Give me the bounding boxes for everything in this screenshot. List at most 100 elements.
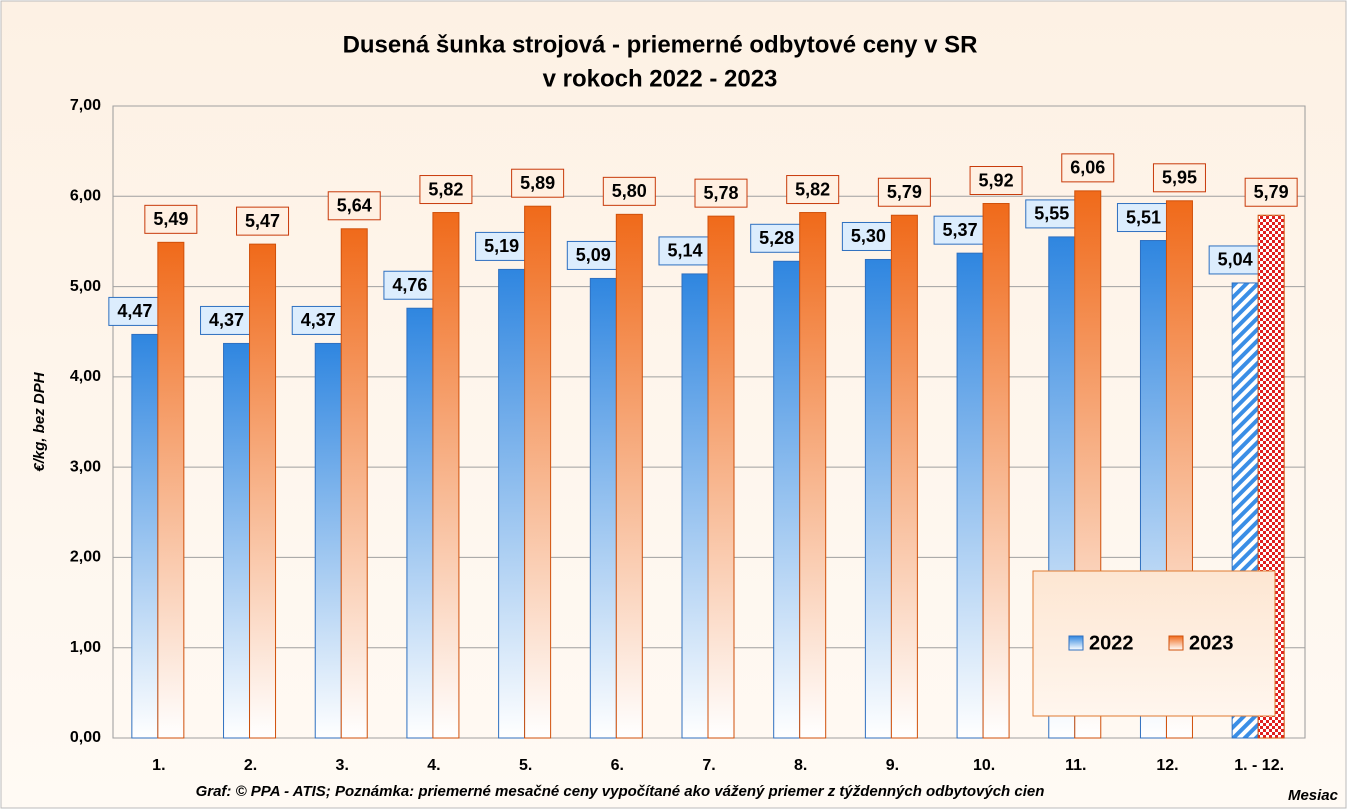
y-tick-label: 5,00 bbox=[70, 278, 101, 295]
value-label-box bbox=[877, 177, 931, 207]
bar bbox=[249, 243, 277, 739]
note: Graf: © PPA - ATIS; Poznámka: priemerné … bbox=[196, 783, 1045, 800]
value-label-box bbox=[475, 231, 529, 261]
value-label: 4,37 bbox=[301, 310, 336, 330]
value-label: 5,51 bbox=[1126, 207, 1161, 227]
y-tick-label: 2,00 bbox=[70, 549, 101, 566]
value-label: 5,95 bbox=[1162, 168, 1197, 188]
value-label: 5,79 bbox=[1254, 182, 1289, 202]
value-label: 5,80 bbox=[612, 181, 647, 201]
bar bbox=[681, 273, 709, 739]
y-tick-label: 7,00 bbox=[70, 97, 101, 114]
y-tick-label: 4,00 bbox=[70, 368, 101, 385]
value-label: 4,37 bbox=[209, 310, 244, 330]
value-label-box bbox=[236, 206, 290, 236]
value-label-box bbox=[108, 296, 162, 326]
x-tick-label: 12. bbox=[1156, 757, 1178, 774]
x-tick-label: 2. bbox=[244, 757, 257, 774]
chart-title: Dusená šunka strojová - priemerné odbyto… bbox=[343, 31, 978, 58]
bar bbox=[890, 214, 918, 739]
bar bbox=[864, 258, 892, 739]
value-label: 5,30 bbox=[851, 226, 886, 246]
value-label: 5,37 bbox=[943, 220, 978, 240]
x-tick-label: 8. bbox=[794, 757, 807, 774]
bar bbox=[589, 277, 617, 739]
legend-swatch bbox=[1068, 635, 1084, 651]
value-label-box bbox=[1244, 177, 1298, 207]
bar bbox=[498, 268, 526, 739]
x-tick-label: 1. bbox=[152, 757, 165, 774]
value-label-box bbox=[602, 176, 656, 206]
legend-swatch bbox=[1168, 635, 1184, 651]
x-axis-label: Mesiac bbox=[1288, 787, 1339, 804]
bar bbox=[432, 212, 460, 739]
value-label-box bbox=[291, 305, 345, 335]
value-label: 6,06 bbox=[1070, 158, 1105, 178]
value-label-box bbox=[841, 221, 895, 251]
legend-label: 2022 bbox=[1089, 632, 1134, 654]
x-tick-label: 3. bbox=[336, 757, 349, 774]
value-label: 5,47 bbox=[245, 211, 280, 231]
x-tick-label: 4. bbox=[427, 757, 440, 774]
x-tick-label: 11. bbox=[1065, 757, 1086, 774]
value-label-box bbox=[419, 175, 473, 205]
value-label: 5,14 bbox=[667, 241, 702, 261]
chart-title: v rokoch 2022 - 2023 bbox=[543, 65, 778, 92]
bar bbox=[615, 213, 643, 739]
value-label: 5,79 bbox=[887, 182, 922, 202]
value-label-box bbox=[1061, 153, 1115, 183]
bar bbox=[956, 252, 984, 739]
bar bbox=[157, 241, 185, 739]
value-label-box bbox=[511, 168, 565, 198]
value-label: 5,09 bbox=[576, 245, 611, 265]
y-tick-label: 0,00 bbox=[70, 729, 101, 746]
value-label-box bbox=[144, 204, 198, 234]
x-tick-label: 7. bbox=[702, 757, 715, 774]
value-label: 5,04 bbox=[1218, 250, 1253, 270]
value-label-box bbox=[566, 240, 620, 270]
value-label: 5,19 bbox=[484, 236, 519, 256]
value-label-box bbox=[1116, 203, 1170, 233]
y-axis-label: €/kg, bez DPH bbox=[31, 371, 48, 471]
value-label-box bbox=[969, 166, 1023, 196]
bar bbox=[314, 342, 342, 739]
value-label: 5,92 bbox=[979, 170, 1014, 190]
y-tick-label: 6,00 bbox=[70, 188, 101, 205]
value-label-box bbox=[383, 270, 437, 300]
y-tick-label: 3,00 bbox=[70, 458, 101, 475]
y-tick-label: 1,00 bbox=[70, 639, 101, 656]
value-label: 5,49 bbox=[153, 209, 188, 229]
value-label-box bbox=[1025, 199, 1079, 229]
bar bbox=[773, 260, 801, 739]
value-label-box bbox=[1208, 245, 1262, 275]
bar bbox=[524, 205, 552, 739]
value-label: 5,55 bbox=[1034, 204, 1069, 224]
value-label: 5,82 bbox=[428, 179, 463, 199]
bar bbox=[340, 228, 368, 739]
bar bbox=[131, 333, 159, 739]
value-label-box bbox=[786, 175, 840, 205]
bar bbox=[799, 212, 827, 739]
value-label: 5,89 bbox=[520, 173, 555, 193]
value-label: 5,28 bbox=[759, 228, 794, 248]
x-tick-label: 9. bbox=[886, 757, 899, 774]
bar bbox=[223, 342, 251, 739]
value-label: 5,78 bbox=[703, 183, 738, 203]
x-tick-label: 1. - 12. bbox=[1234, 757, 1284, 774]
value-label-box bbox=[1152, 163, 1206, 193]
x-tick-label: 10. bbox=[973, 757, 995, 774]
value-label-box bbox=[933, 215, 987, 245]
value-label: 5,64 bbox=[337, 196, 372, 216]
value-label: 4,76 bbox=[392, 275, 427, 295]
value-label-box bbox=[694, 178, 748, 208]
value-label-box bbox=[200, 305, 254, 335]
value-label-box bbox=[327, 191, 381, 221]
bar bbox=[982, 203, 1010, 739]
bar bbox=[707, 215, 735, 739]
x-tick-label: 5. bbox=[519, 757, 532, 774]
value-label-box bbox=[658, 236, 712, 266]
legend-label: 2023 bbox=[1189, 632, 1234, 654]
bar bbox=[406, 307, 434, 739]
value-label: 4,47 bbox=[117, 301, 152, 321]
